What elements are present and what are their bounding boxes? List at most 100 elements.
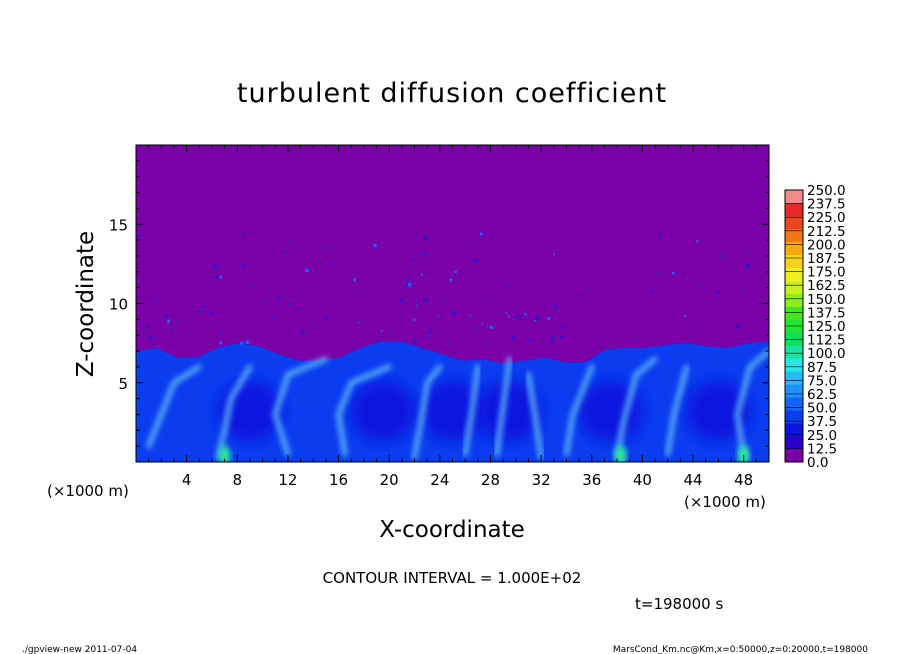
eddy-dot: [551, 336, 555, 340]
mixing-filament: [272, 356, 329, 457]
eddy-dot: [261, 302, 264, 305]
plot-area: [136, 145, 769, 462]
eddy-dot: [380, 329, 383, 333]
x-tick-label: 8: [233, 471, 243, 489]
eddy-dot: [447, 341, 450, 344]
eddy-dot: [288, 302, 292, 306]
eddy-dot: [660, 334, 663, 338]
eddy-dot: [206, 323, 209, 326]
eddy-dot: [240, 341, 244, 345]
eddy-dot: [505, 312, 508, 315]
eddy-dot: [559, 335, 563, 339]
eddy-dot: [251, 285, 254, 288]
mixing-filaments: [146, 348, 769, 462]
x-tick-label: 16: [329, 471, 348, 489]
time-stamp-text: t=198000 s: [635, 595, 723, 613]
colorbar-segment: [785, 358, 803, 372]
eddy-dot: [213, 264, 218, 269]
eddy-dot: [245, 340, 250, 345]
colorbar-segment: [785, 423, 803, 437]
colorbar-segment: [785, 215, 803, 230]
eddy-dot: [424, 236, 429, 240]
eddy-dot: [167, 321, 170, 324]
eddy-dot: [399, 298, 403, 303]
mixing-filament: [146, 364, 202, 449]
eddy-dot: [309, 321, 312, 324]
footer-left-text: ./gpview-new 2011-07-04: [22, 645, 137, 654]
mixing-filament: [563, 364, 595, 457]
eddy-dot: [534, 319, 537, 322]
x-tick-label: 12: [278, 471, 297, 489]
eddy-dot: [721, 254, 725, 258]
scattered-eddies: [136, 231, 750, 345]
eddy-dot: [143, 330, 146, 333]
eddy-dot: [550, 339, 554, 343]
eddy-dot: [420, 273, 423, 276]
vortex-core: [686, 381, 751, 442]
eddy-dot: [489, 325, 494, 330]
vortex-core: [350, 381, 415, 442]
eddy-dot: [219, 275, 223, 279]
eddy-dot: [650, 290, 653, 294]
eddy-dot: [474, 327, 477, 330]
colorbar-label: 0.0: [807, 455, 828, 471]
eddy-dot: [412, 339, 417, 344]
eddy-dot: [285, 250, 289, 254]
mixing-filament: [614, 356, 658, 460]
eddy-dot: [428, 329, 433, 333]
x-tick-label: 48: [734, 471, 753, 489]
x-tick-label: 28: [481, 471, 500, 489]
colorbar-label: 75.0: [807, 373, 837, 389]
eddy-dot: [437, 315, 440, 317]
x-unit-label-right: (×1000 m): [684, 493, 766, 511]
surface-hotspot: [218, 445, 231, 462]
colorbar-segment: [785, 449, 803, 463]
eddy-dot: [743, 291, 746, 295]
colorbar-segment: [785, 332, 803, 346]
eddy-dot: [739, 323, 742, 327]
eddy-dot: [643, 315, 645, 318]
eddy-dot: [405, 278, 410, 282]
eddy-dot: [332, 261, 336, 265]
eddy-dot: [511, 336, 515, 340]
eddy-dot: [452, 311, 456, 315]
eddy-dot: [469, 314, 472, 317]
eddy-dot: [327, 246, 331, 250]
eddy-dot: [146, 324, 150, 328]
x-axis-label: X-coordinate: [379, 517, 525, 543]
eddy-dot: [527, 339, 530, 342]
eddy-dot: [445, 298, 448, 300]
colorbar-segment: [785, 293, 803, 307]
colorbar-label: 50.0: [807, 401, 837, 417]
x-unit-label-left: (×1000 m): [47, 482, 129, 500]
eddy-dot: [716, 289, 721, 294]
colorbar-label: 250.0: [807, 183, 846, 199]
colorbar-segment: [785, 436, 803, 450]
colorbar-segment: [785, 410, 803, 424]
eddy-dot: [278, 297, 281, 300]
colorbar-segment: [785, 241, 803, 256]
colorbar-label: 12.5: [807, 441, 837, 457]
eddy-dot: [415, 299, 418, 302]
eddy-dot: [549, 342, 552, 344]
eddy-dot: [199, 310, 204, 314]
eddy-dot: [628, 280, 631, 283]
eddy-dot: [658, 233, 663, 237]
colorbar-segment: [785, 190, 803, 204]
eddy-dot: [419, 254, 423, 257]
eddy-dot: [136, 234, 140, 238]
colorbar-label: 175.0: [807, 265, 846, 281]
x-tick-label: 20: [380, 471, 399, 489]
colorbar-segment: [785, 254, 803, 269]
chart-title: turbulent diffusion coefficient: [237, 78, 667, 109]
eddy-dot: [422, 298, 427, 302]
eddy-dot: [407, 282, 412, 287]
eddy-dot: [696, 240, 699, 243]
mixing-filament: [462, 364, 481, 457]
surface-hotspot: [737, 445, 750, 462]
colorbar-segment: [785, 280, 803, 294]
eddy-dot: [152, 297, 157, 301]
contour-interval-text: CONTOUR INTERVAL = 1.000E+02: [323, 569, 582, 587]
mixing-filament: [665, 364, 690, 457]
